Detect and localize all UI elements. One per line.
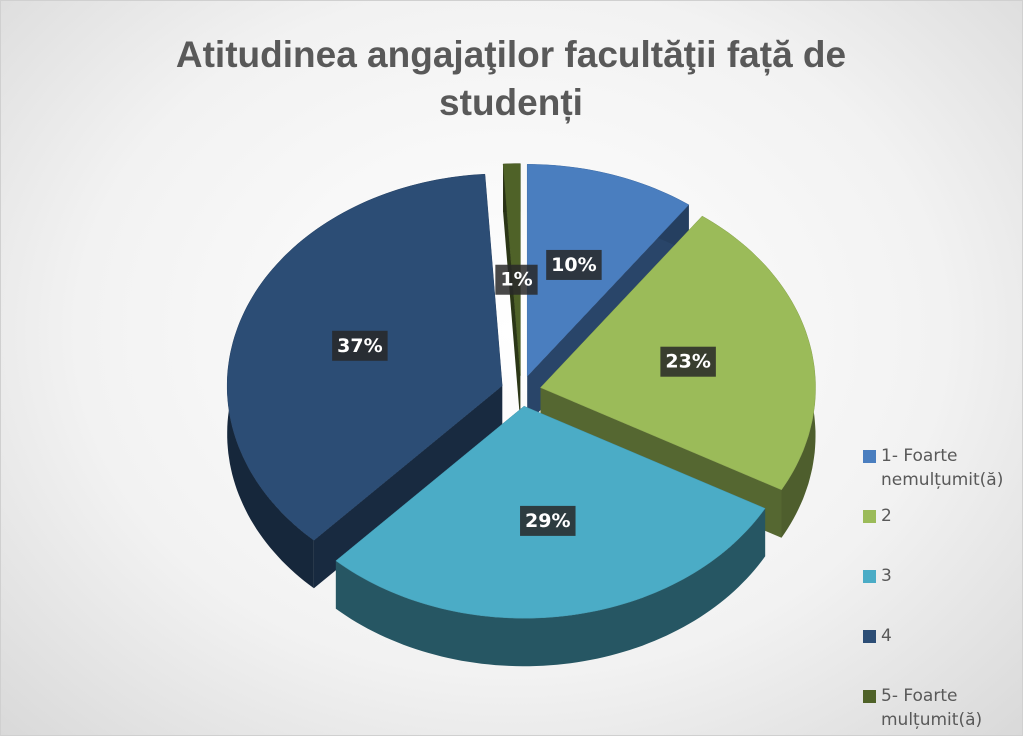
legend-swatch	[863, 570, 876, 583]
slice-rim	[335, 508, 766, 667]
legend-swatch	[863, 510, 876, 523]
legend-swatch	[863, 690, 876, 703]
legend: 1- Foarte nemulțumit(ă) 2 3 4 5- Foarte mulț…	[861, 444, 1021, 735]
legend-swatch	[863, 630, 876, 643]
data-label: 29%	[525, 510, 570, 532]
slice-top	[526, 164, 690, 377]
legend-item: 2	[861, 504, 1021, 564]
legend-item: 3	[861, 564, 1021, 624]
data-label-box	[520, 505, 576, 536]
data-label: 10%	[551, 254, 596, 276]
legend-label: 2	[881, 506, 892, 526]
legend-label: 5- Foarte mulțumit(ă)	[881, 686, 983, 730]
chart-title: Atitudinea angajaţilor facultăţii față d…	[175, 34, 847, 123]
data-label-box	[546, 249, 602, 280]
data-label: 1%	[500, 269, 532, 291]
data-label-box	[660, 346, 716, 377]
legend-label: 4	[881, 626, 892, 646]
data-label: 23%	[665, 351, 710, 373]
data-label: 37%	[337, 335, 382, 357]
legend-label: 1- Foarte nemulțumit(ă)	[881, 446, 1004, 490]
legend-label: 3	[881, 566, 892, 586]
legend-item: 4	[861, 624, 1021, 684]
legend-swatch	[863, 450, 876, 463]
data-label-box	[495, 264, 538, 295]
data-label-box	[332, 330, 388, 361]
legend-item: 1- Foarte nemulțumit(ă)	[861, 444, 1021, 504]
legend-item: 5- Foarte mulțumit(ă)	[861, 684, 1021, 735]
slice-wall	[313, 385, 503, 589]
